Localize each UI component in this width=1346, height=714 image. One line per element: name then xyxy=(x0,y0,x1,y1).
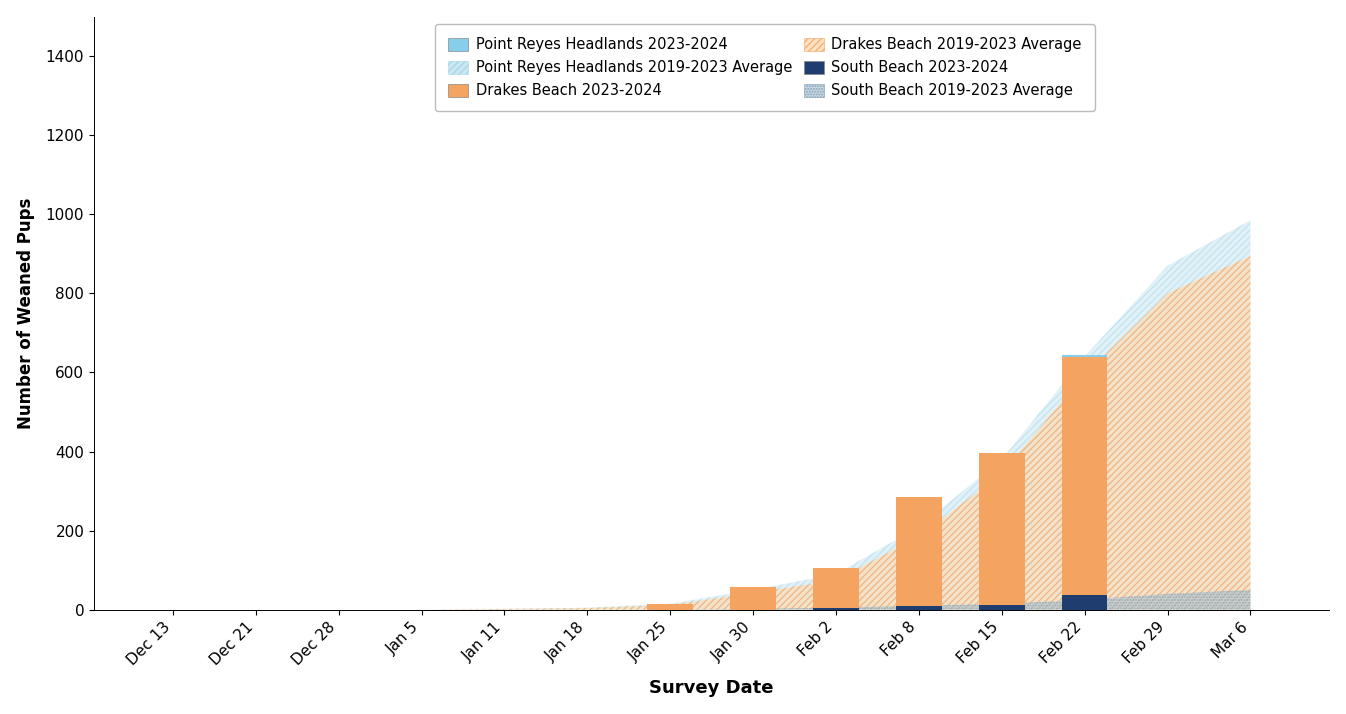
X-axis label: Survey Date: Survey Date xyxy=(649,679,774,698)
Bar xyxy=(979,453,1024,605)
Bar xyxy=(731,587,775,610)
Bar xyxy=(813,568,859,608)
Bar xyxy=(1062,358,1108,595)
Bar xyxy=(813,608,859,610)
Bar xyxy=(1062,595,1108,610)
Bar xyxy=(1062,356,1108,358)
Bar xyxy=(647,604,693,610)
Legend: Point Reyes Headlands 2023-2024, Point Reyes Headlands 2019-2023 Average, Drakes: Point Reyes Headlands 2023-2024, Point R… xyxy=(435,24,1094,111)
Bar xyxy=(896,497,942,605)
Bar xyxy=(979,605,1024,610)
Bar xyxy=(896,605,942,610)
Y-axis label: Number of Weaned Pups: Number of Weaned Pups xyxy=(16,198,35,429)
